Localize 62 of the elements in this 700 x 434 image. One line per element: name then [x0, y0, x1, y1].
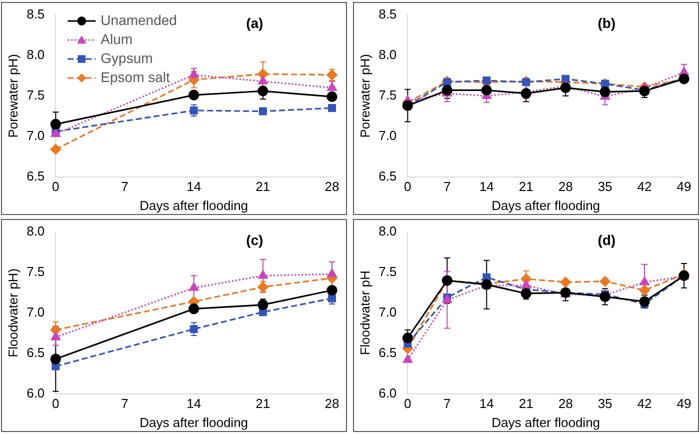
- legend-label: Gypsum: [100, 50, 153, 66]
- y-tick-label: 6.5: [378, 344, 397, 360]
- x-tick-label: 14: [186, 179, 202, 194]
- x-axis-title: Days after flooding: [140, 198, 248, 213]
- y-axis-title: Floodwater pH: [357, 270, 372, 356]
- y-tick-label: 7.5: [378, 264, 397, 280]
- annotation: (c): [246, 232, 264, 248]
- x-tick-label: 7: [121, 396, 128, 412]
- y-tick-label: 6.5: [26, 168, 45, 184]
- x-tick-label: 35: [598, 179, 612, 194]
- y-tick-label: 8.5: [378, 6, 397, 22]
- x-tick-label: 7: [444, 396, 451, 412]
- legend-label: Unamended: [100, 12, 177, 28]
- x-tick-label: 28: [324, 396, 340, 412]
- y-tick-label: 7.0: [26, 304, 45, 320]
- x-tick-label: 42: [637, 179, 652, 194]
- x-tick-label: 21: [518, 179, 534, 194]
- legend-label: Epsom salt: [100, 68, 170, 85]
- y-tick-label: 8.0: [26, 224, 45, 239]
- x-tick-label: 49: [676, 396, 692, 412]
- x-tick-label: 35: [598, 396, 612, 412]
- y-tick-label: 7.0: [378, 304, 397, 320]
- x-axis-title: Days after flooding: [140, 414, 248, 430]
- y-tick-label: 7.0: [26, 128, 45, 143]
- annotation: (d): [598, 232, 616, 248]
- y-tick-label: 6.5: [26, 344, 45, 360]
- x-tick-label: 14: [479, 179, 494, 194]
- x-tick-label: 42: [637, 396, 652, 412]
- x-tick-label: 7: [121, 179, 128, 194]
- x-tick-label: 0: [404, 396, 412, 412]
- x-tick-label: 21: [256, 179, 270, 194]
- legend-label: Alum: [100, 30, 133, 47]
- x-tick-label: 7: [444, 179, 451, 194]
- y-tick-label: 8.0: [378, 47, 397, 62]
- x-tick-label: 21: [518, 396, 534, 412]
- x-tick-label: 28: [558, 396, 573, 412]
- x-axis-title: Days after flooding: [492, 414, 600, 430]
- x-tick-label: 28: [324, 179, 340, 194]
- x-tick-label: 0: [52, 179, 60, 194]
- y-tick-label: 6.0: [378, 385, 397, 400]
- annotation: (b): [598, 14, 616, 31]
- y-tick-label: 8.0: [26, 47, 45, 62]
- y-tick-label: 7.5: [26, 87, 45, 102]
- y-axis-title: Porewater pH): [357, 54, 372, 138]
- annotation: (a): [246, 14, 264, 31]
- y-tick-label: 7.5: [378, 87, 397, 102]
- y-tick-label: 6.5: [378, 168, 397, 184]
- y-tick-label: 7.5: [26, 264, 45, 280]
- x-axis-title: Days after flooding: [492, 198, 600, 213]
- y-axis-title: Floodwater pH): [5, 268, 20, 358]
- x-tick-label: 14: [479, 396, 494, 412]
- x-tick-label: 14: [186, 396, 202, 412]
- x-tick-label: 49: [676, 179, 692, 194]
- x-tick-label: 21: [256, 396, 270, 412]
- y-tick-label: 8.5: [26, 6, 45, 22]
- y-axis-title: Porewater pH): [5, 54, 20, 138]
- y-tick-label: 8.0: [378, 224, 397, 239]
- x-tick-label: 0: [52, 396, 60, 412]
- y-tick-label: 6.0: [26, 385, 45, 400]
- x-tick-label: 28: [558, 179, 573, 194]
- x-tick-label: 0: [404, 179, 412, 194]
- y-tick-label: 7.0: [378, 128, 397, 143]
